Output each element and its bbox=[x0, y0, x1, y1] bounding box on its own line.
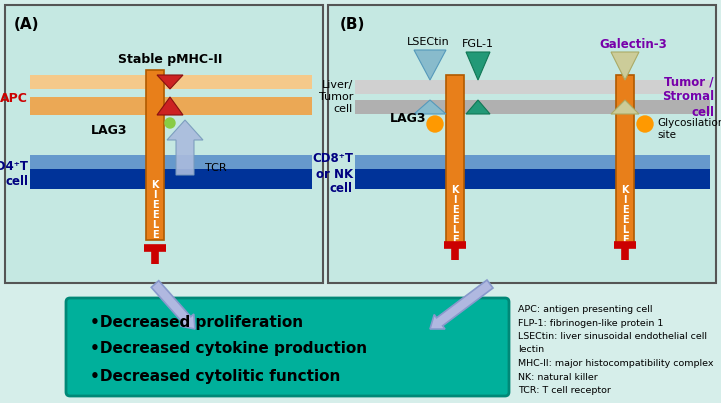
Text: E: E bbox=[451, 205, 459, 215]
Polygon shape bbox=[611, 100, 639, 114]
Polygon shape bbox=[611, 52, 639, 80]
Text: CD4⁺T
cell: CD4⁺T cell bbox=[0, 160, 28, 188]
Text: E: E bbox=[151, 230, 159, 240]
Text: LSECtin: LSECtin bbox=[407, 37, 449, 47]
Text: K: K bbox=[151, 180, 159, 190]
Text: E: E bbox=[451, 215, 459, 225]
FancyBboxPatch shape bbox=[355, 100, 710, 114]
Text: APC: antigen presenting cell: APC: antigen presenting cell bbox=[518, 305, 653, 314]
Text: LAG3: LAG3 bbox=[390, 112, 427, 125]
Text: Galectin-3: Galectin-3 bbox=[599, 37, 667, 50]
Text: TCR: T cell receptor: TCR: T cell receptor bbox=[518, 386, 611, 395]
Text: APC: APC bbox=[0, 91, 28, 104]
Text: L: L bbox=[622, 225, 628, 235]
Text: K: K bbox=[622, 185, 629, 195]
FancyBboxPatch shape bbox=[30, 97, 312, 115]
Circle shape bbox=[427, 116, 443, 132]
Text: •Decreased cytokine production: •Decreased cytokine production bbox=[90, 341, 367, 357]
Text: Stable pMHC-II: Stable pMHC-II bbox=[118, 54, 222, 66]
Text: K: K bbox=[451, 185, 459, 195]
Text: Glycosilation
site: Glycosilation site bbox=[657, 118, 721, 140]
Circle shape bbox=[165, 118, 175, 128]
FancyBboxPatch shape bbox=[355, 169, 710, 189]
Text: Tumor /
Stromal
cell: Tumor / Stromal cell bbox=[662, 75, 714, 118]
Text: •Decreased cytolitic function: •Decreased cytolitic function bbox=[90, 368, 340, 384]
Polygon shape bbox=[414, 100, 446, 114]
Text: lectin: lectin bbox=[518, 345, 544, 355]
Text: E: E bbox=[622, 205, 628, 215]
Polygon shape bbox=[466, 52, 490, 80]
FancyArrow shape bbox=[151, 280, 195, 329]
Text: E: E bbox=[151, 200, 159, 210]
Text: I: I bbox=[454, 195, 456, 205]
Text: E: E bbox=[622, 215, 628, 225]
FancyBboxPatch shape bbox=[30, 155, 312, 169]
Text: I: I bbox=[154, 190, 156, 200]
Text: LAG3: LAG3 bbox=[91, 123, 127, 137]
Text: (B): (B) bbox=[340, 17, 366, 32]
Polygon shape bbox=[157, 97, 183, 115]
Polygon shape bbox=[157, 75, 183, 89]
Text: L: L bbox=[152, 220, 158, 230]
Text: L: L bbox=[452, 225, 458, 235]
FancyBboxPatch shape bbox=[355, 80, 710, 94]
Text: LSECtin: liver sinusoidal endothelial cell: LSECtin: liver sinusoidal endothelial ce… bbox=[518, 332, 707, 341]
Text: NK: natural killer: NK: natural killer bbox=[518, 372, 598, 382]
Text: I: I bbox=[623, 195, 627, 205]
Polygon shape bbox=[414, 50, 446, 80]
Text: Liver/
Tumor
cell: Liver/ Tumor cell bbox=[319, 81, 353, 114]
Text: E: E bbox=[622, 235, 628, 245]
Text: (A): (A) bbox=[14, 17, 40, 32]
FancyBboxPatch shape bbox=[5, 5, 323, 283]
Text: E: E bbox=[451, 235, 459, 245]
Text: E: E bbox=[151, 210, 159, 220]
FancyBboxPatch shape bbox=[355, 155, 710, 169]
FancyArrow shape bbox=[430, 280, 493, 329]
Circle shape bbox=[637, 116, 653, 132]
Text: FLP-1: fibrinogen-like protein 1: FLP-1: fibrinogen-like protein 1 bbox=[518, 318, 663, 328]
FancyBboxPatch shape bbox=[30, 75, 312, 89]
Text: MHC-II: major histocompatibility complex: MHC-II: major histocompatibility complex bbox=[518, 359, 714, 368]
Polygon shape bbox=[466, 100, 490, 114]
FancyBboxPatch shape bbox=[146, 70, 164, 240]
FancyBboxPatch shape bbox=[446, 75, 464, 245]
Text: CD8⁺T
or NK
cell: CD8⁺T or NK cell bbox=[312, 152, 353, 195]
FancyBboxPatch shape bbox=[66, 298, 509, 396]
Text: FGL-1: FGL-1 bbox=[462, 39, 494, 49]
Text: •Decreased proliferation: •Decreased proliferation bbox=[90, 314, 303, 330]
Polygon shape bbox=[167, 120, 203, 175]
FancyBboxPatch shape bbox=[616, 75, 634, 245]
FancyBboxPatch shape bbox=[30, 169, 312, 189]
FancyBboxPatch shape bbox=[328, 5, 716, 283]
Text: TCR: TCR bbox=[205, 163, 226, 173]
